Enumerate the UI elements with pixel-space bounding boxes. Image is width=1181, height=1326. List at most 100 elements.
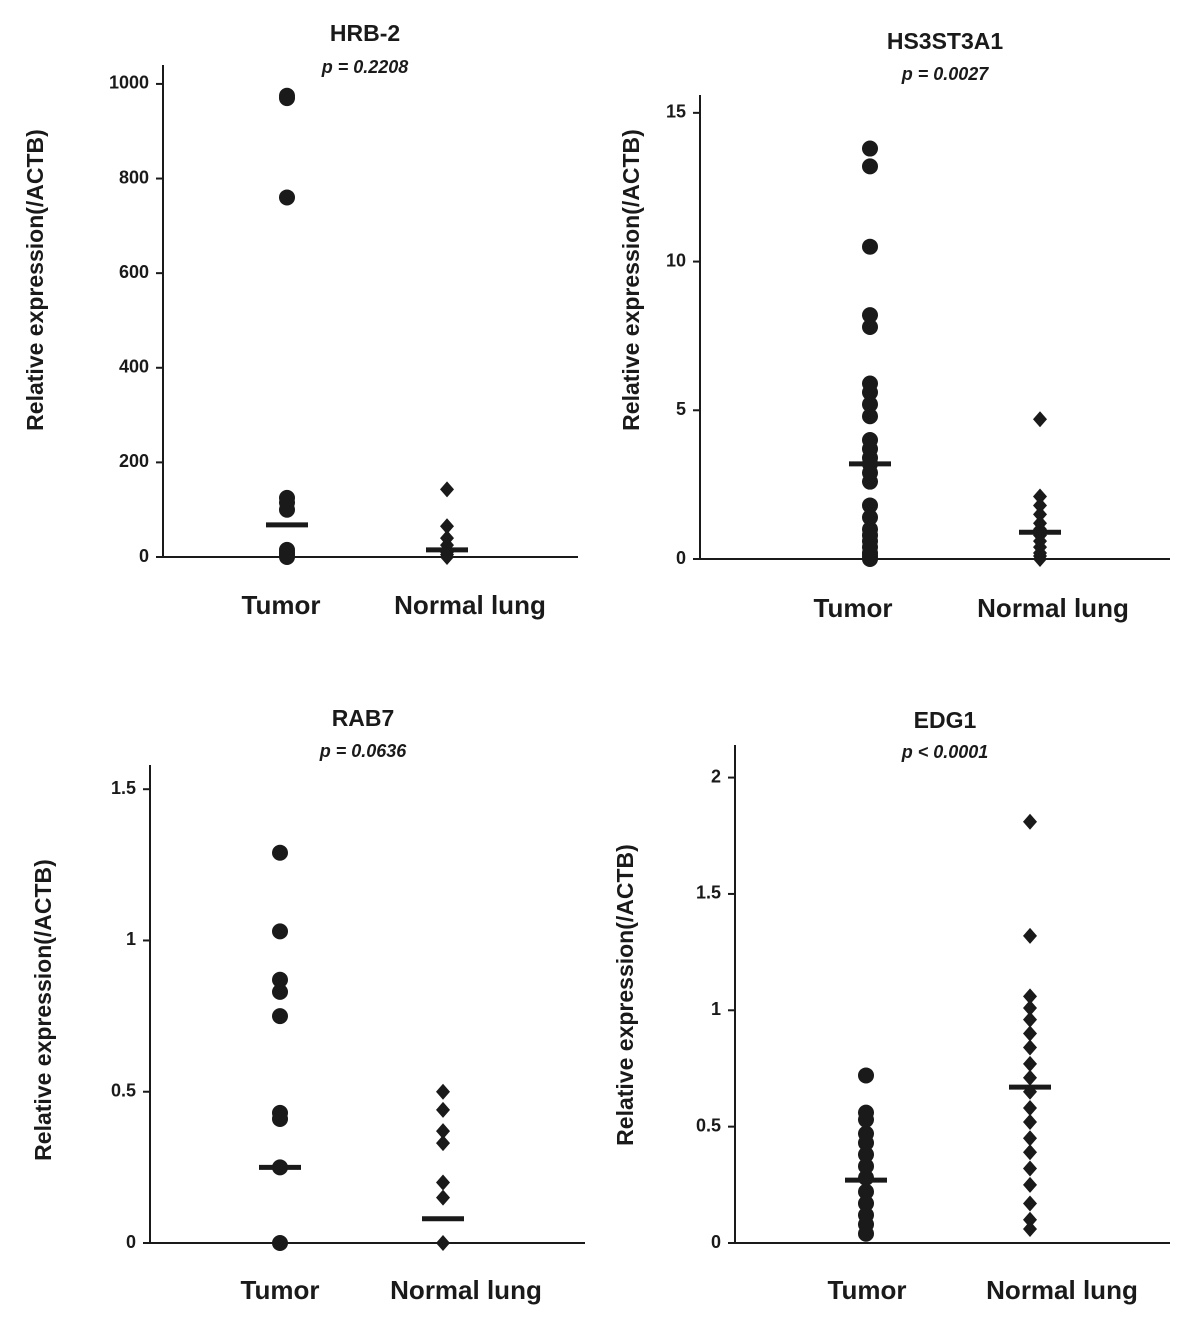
y-tick-label: 0	[139, 546, 149, 566]
y-tick-label: 1000	[109, 73, 149, 93]
y-tick-label: 0	[676, 548, 686, 568]
data-point	[858, 1195, 874, 1212]
data-point	[1033, 551, 1047, 567]
data-point	[436, 1135, 450, 1152]
data-point	[858, 1183, 874, 1200]
data-point	[272, 844, 288, 861]
y-axis-label: Relative expression(/ACTB)	[30, 859, 56, 1161]
data-point	[436, 1101, 450, 1118]
data-point	[862, 238, 878, 255]
data-point	[1023, 1211, 1037, 1228]
data-point	[1023, 1039, 1037, 1056]
data-point	[1023, 1144, 1037, 1161]
data-point	[1023, 1130, 1037, 1147]
y-axis-label: Relative expression(/ACTB)	[618, 129, 644, 431]
data-point	[272, 1008, 288, 1025]
data-point	[279, 501, 295, 518]
data-point	[1023, 1221, 1037, 1238]
data-point	[272, 1110, 288, 1127]
data-point	[1033, 411, 1047, 428]
data-point	[1023, 1069, 1037, 1086]
data-point	[862, 384, 878, 401]
chart-title: HRB-2	[330, 20, 400, 46]
data-point	[862, 396, 878, 413]
p-value: p = 0.0636	[319, 741, 408, 761]
panel: RAB7 p = 0.0636 Relative expression(/ACTB)…	[30, 705, 585, 1305]
data-point	[1023, 1176, 1037, 1193]
y-tick-label: 1	[126, 929, 136, 949]
data-point	[440, 549, 454, 565]
p-value: p < 0.0001	[901, 742, 989, 762]
data-point	[858, 1134, 874, 1151]
data-point	[858, 1158, 874, 1175]
data-point	[862, 408, 878, 425]
data-point	[862, 319, 878, 335]
data-point	[1023, 999, 1037, 1016]
data-point	[436, 1189, 450, 1206]
y-axis-label: Relative expression(/ACTB)	[22, 129, 48, 431]
y-tick-label: 15	[666, 102, 686, 122]
y-tick-label: 1	[711, 999, 721, 1019]
y-tick-label: 200	[119, 451, 149, 471]
x-category-label: Normal lung	[390, 1275, 542, 1305]
y-tick-label: 5	[676, 399, 686, 419]
data-point	[862, 307, 878, 324]
chart-title: EDG1	[914, 707, 977, 733]
data-point	[1023, 1113, 1037, 1130]
data-point	[272, 971, 288, 988]
data-point	[858, 1067, 874, 1084]
data-point	[279, 189, 295, 206]
y-tick-label: 0	[711, 1232, 721, 1252]
data-point	[279, 90, 295, 107]
x-category-label: Normal lung	[977, 593, 1129, 623]
data-point	[1023, 1011, 1037, 1028]
p-value: p = 0.2208	[321, 57, 409, 77]
data-point	[1033, 497, 1047, 514]
chart-title: RAB7	[332, 705, 395, 731]
data-point	[858, 1225, 874, 1242]
y-tick-label: 400	[119, 357, 149, 377]
data-point	[1023, 1100, 1037, 1117]
data-point	[1023, 927, 1037, 944]
y-tick-label: 800	[119, 167, 149, 187]
data-point	[1023, 1195, 1037, 1212]
y-tick-label: 0.5	[111, 1080, 136, 1100]
data-point	[1023, 813, 1037, 830]
data-point	[858, 1146, 874, 1163]
y-tick-label: 0	[126, 1232, 136, 1252]
data-point	[272, 923, 288, 940]
data-point	[436, 1083, 450, 1100]
panel: HS3ST3A1 p = 0.0027 Relative expression(/A…	[618, 28, 1170, 623]
x-category-label: Tumor	[814, 593, 893, 623]
data-point	[1033, 506, 1047, 523]
data-point	[1023, 1160, 1037, 1177]
data-point	[279, 549, 295, 565]
data-point	[862, 497, 878, 514]
panel: HRB-2 p = 0.2208 Relative expression(/ACTB…	[22, 20, 578, 620]
y-tick-label: 2	[711, 766, 721, 786]
chart-title: HS3ST3A1	[887, 28, 1004, 54]
data-point	[862, 473, 878, 490]
x-category-label: Tumor	[242, 590, 321, 620]
data-point	[440, 481, 454, 498]
data-point	[862, 158, 878, 175]
data-point	[1023, 1055, 1037, 1072]
y-tick-label: 0.5	[696, 1115, 721, 1135]
data-point	[436, 1174, 450, 1191]
panel: EDG1 p < 0.0001 Relative expression(/ACTB)…	[612, 707, 1170, 1305]
y-tick-label: 1.5	[696, 883, 721, 903]
data-point	[862, 509, 878, 526]
data-point	[436, 1123, 450, 1140]
x-category-label: Normal lung	[986, 1275, 1138, 1305]
y-tick-label: 600	[119, 262, 149, 282]
data-point	[436, 1235, 450, 1251]
data-point	[1023, 1025, 1037, 1042]
data-point	[862, 140, 878, 157]
data-point	[272, 983, 288, 1000]
p-value: p = 0.0027	[901, 64, 990, 84]
y-axis-label: Relative expression(/ACTB)	[612, 844, 638, 1146]
y-tick-label: 1.5	[111, 778, 136, 798]
data-point	[1023, 988, 1037, 1005]
x-category-label: Tumor	[241, 1275, 320, 1305]
